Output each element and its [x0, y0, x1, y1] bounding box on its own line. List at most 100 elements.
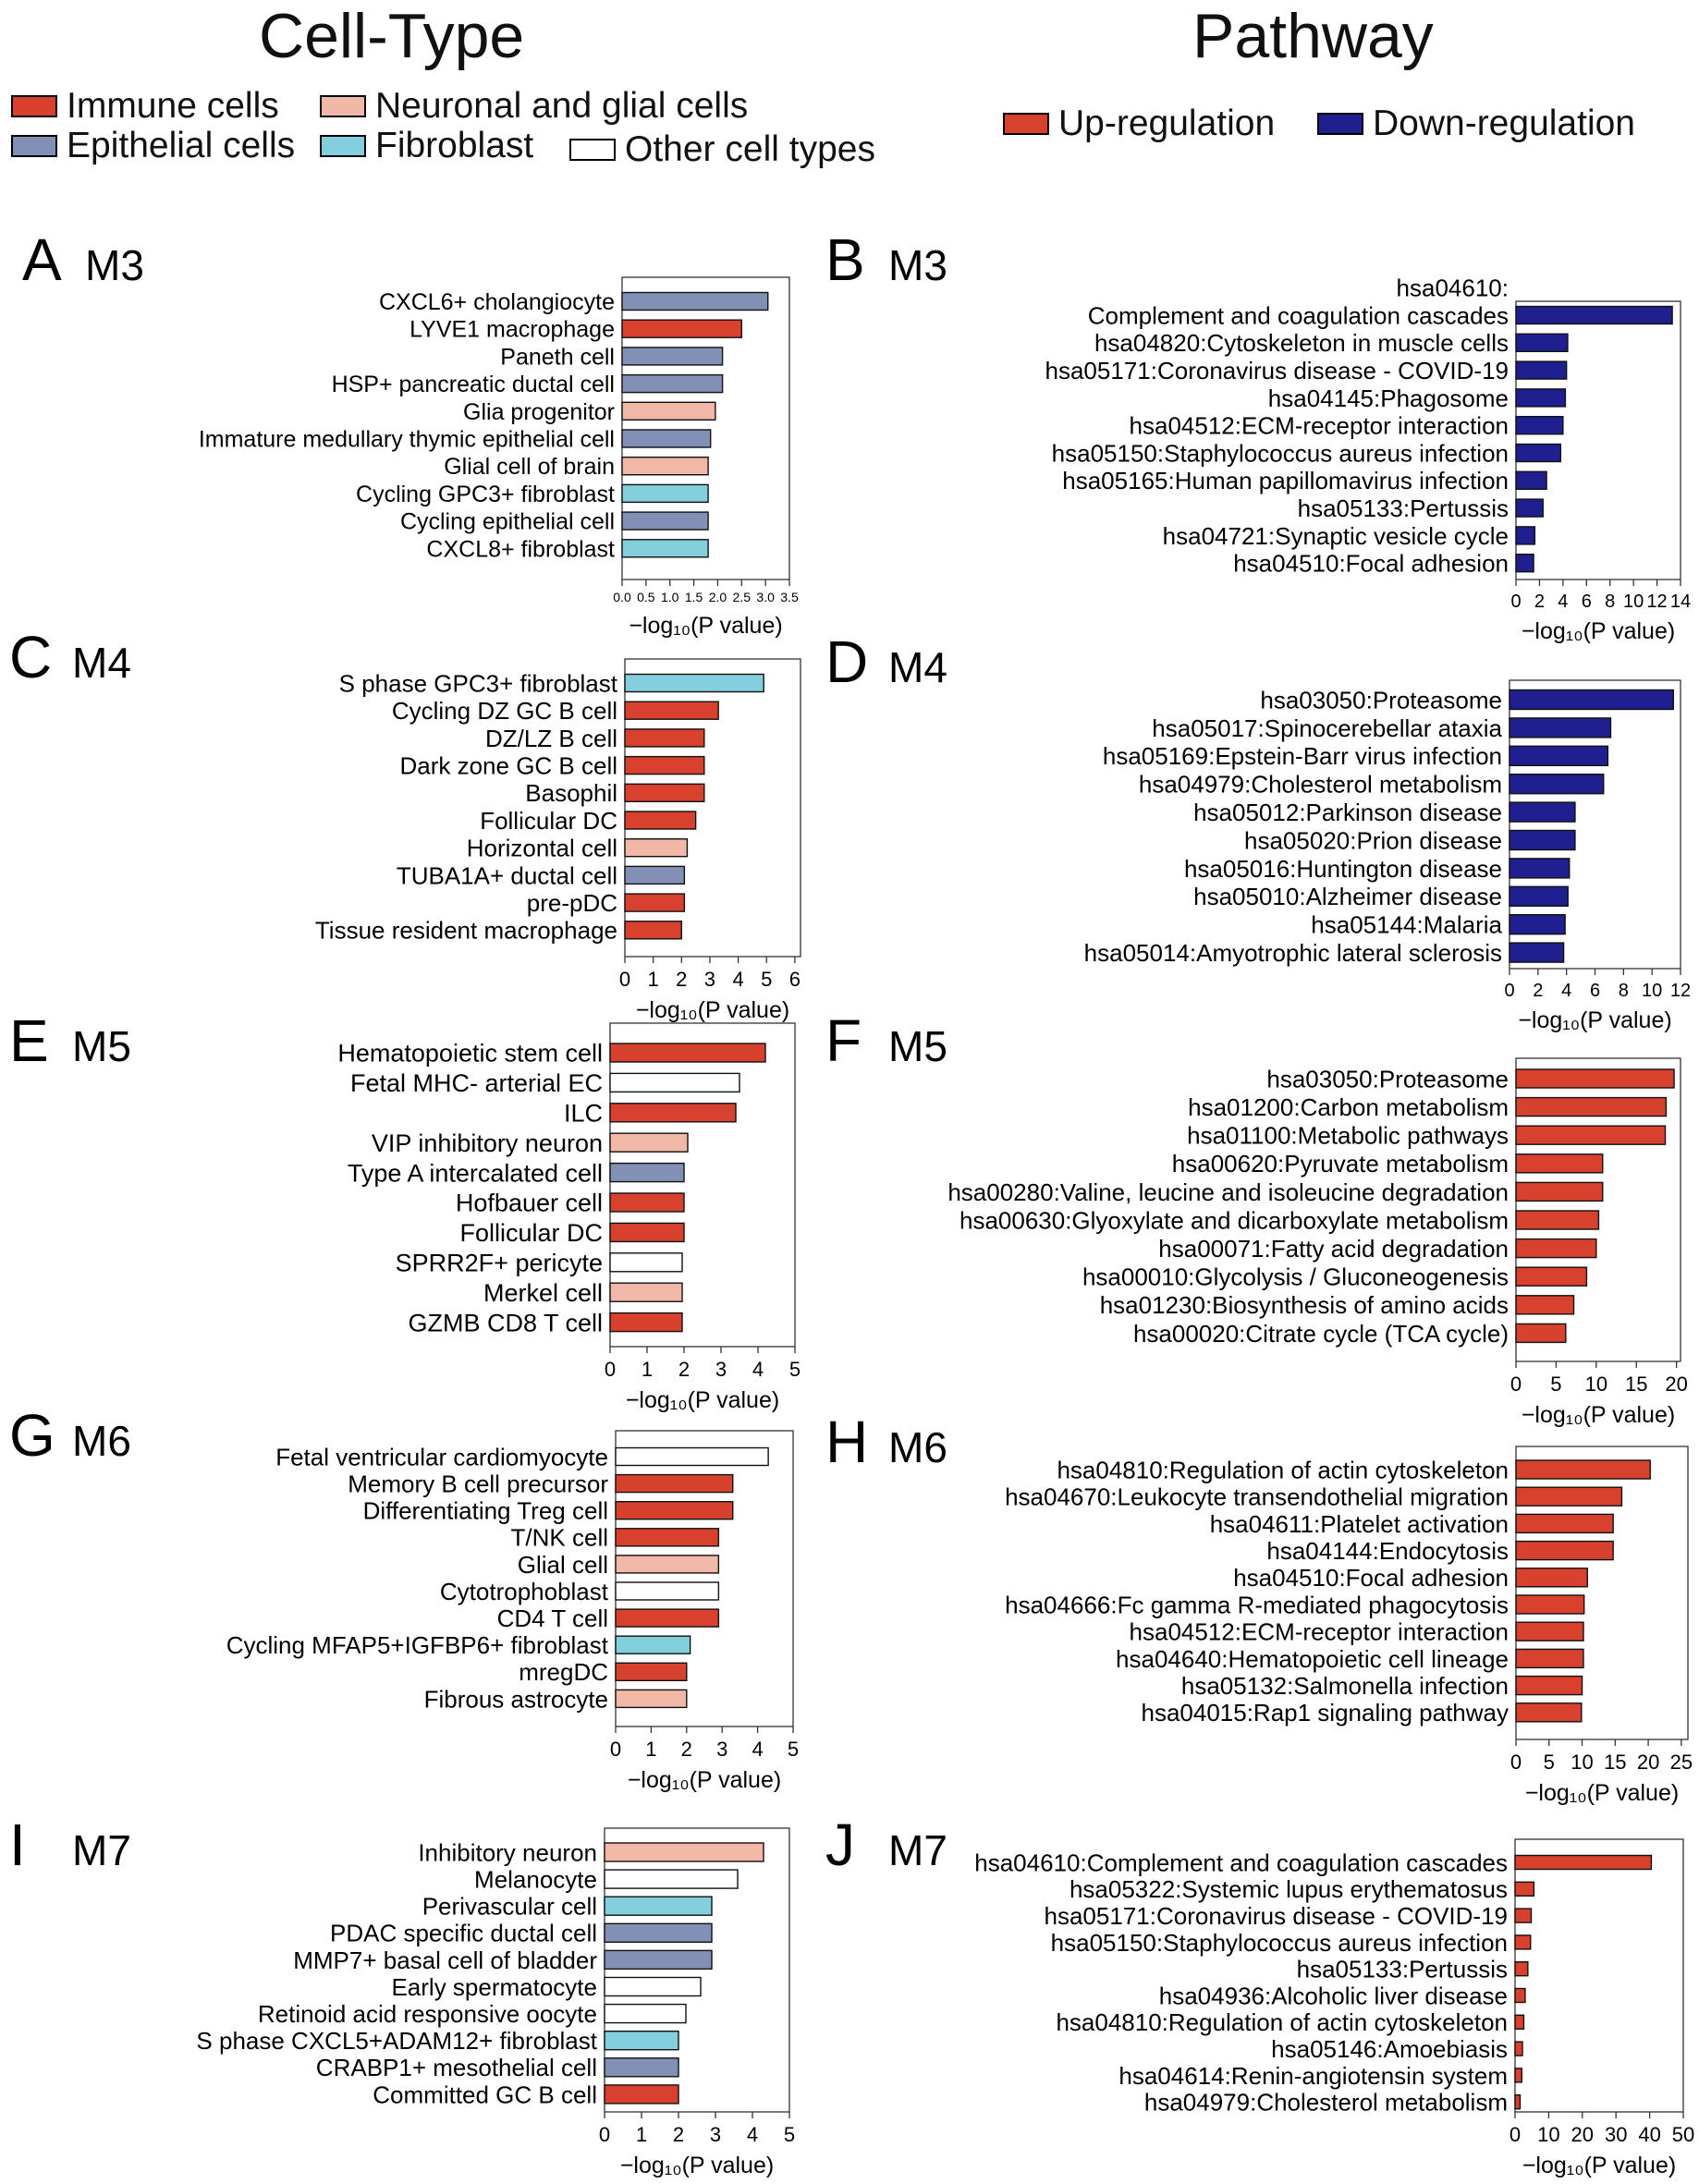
panel-j-bar-8 [1514, 2068, 1522, 2083]
panel-h-tick-label-4: 20 [1637, 1751, 1659, 1774]
panel-j-category-label-9: hsa04979:Cholesterol metabolism [1144, 2089, 1508, 2117]
panel-c-bar-6 [624, 838, 689, 858]
panel-b-category-label-1: hsa04820:Cytoskeleton in muscle cells [1094, 329, 1509, 357]
panel-b-bar-1 [1515, 333, 1569, 352]
panel-c-module: M4 [72, 639, 131, 687]
panel-h-category-label-8: hsa05132:Salmonella infection [1181, 1672, 1509, 1700]
panel-c-bar-7 [624, 865, 686, 885]
panel-a-module: M3 [85, 241, 144, 289]
panel-c-category-label-1: Cycling DZ GC B cell [392, 697, 617, 725]
panel-d-tick-label-4: 8 [1619, 981, 1629, 1001]
panel-j-tick-label-3: 30 [1605, 2123, 1627, 2146]
legend-label-neuronal: Neuronal and glial cells [375, 86, 749, 126]
panel-j-bar-6 [1514, 2014, 1525, 2031]
pathway-header: Pathway [1192, 1, 1434, 71]
panel-g-bar-9 [615, 1689, 688, 1709]
panel-e-category-label-7: SPRR2F+ pericyte [396, 1250, 603, 1277]
panel-b-tick-label-7: 14 [1670, 592, 1691, 612]
panel-a-category-label-6: Glial cell of brain [444, 454, 615, 480]
panel-a-bar-6 [621, 457, 709, 476]
panel-a-tick-label-6: 3.0 [756, 590, 775, 604]
panel-d-bar-6 [1509, 858, 1571, 879]
panel-c-category-label-6: Horizontal cell [467, 835, 617, 862]
panel-c-bar-3 [624, 755, 705, 775]
panel-g-letter: G [9, 1402, 55, 1469]
panel-b-category-label-4: hsa04512:ECM-receptor interaction [1130, 412, 1509, 440]
legend-swatch-fibroblast [320, 135, 366, 157]
panel-b-tick-label-1: 2 [1534, 592, 1545, 612]
panel-b-category-label-6: hsa05165:Human papillomavirus infection [1062, 467, 1509, 494]
panel-i-xlabel: −log₁₀(P value) [620, 2153, 774, 2178]
panel-f-category-label-8: hsa01230:Biosynthesis of amino acids [1100, 1291, 1509, 1319]
panel-f-category-label-6: hsa00071:Fatty acid degradation [1158, 1235, 1509, 1263]
panel-j-bar-4 [1514, 1960, 1529, 1977]
panel-h-category-label-9: hsa04015:Rap1 signaling pathway [1141, 1699, 1509, 1726]
panel-e-category-label-8: Merkel cell [483, 1279, 603, 1307]
panel-h-bar-2 [1515, 1513, 1614, 1534]
panel-b-tick-label-4: 8 [1605, 592, 1615, 612]
panel-c-bar-1 [624, 701, 719, 720]
panel-h-bar-3 [1515, 1540, 1614, 1561]
panel-j-tick-label-5: 50 [1672, 2123, 1694, 2146]
panel-h-bar-9 [1515, 1702, 1583, 1723]
panel-h-letter: H [825, 1409, 868, 1475]
panel-d-bar-2 [1509, 745, 1609, 766]
panel-c-frame [624, 658, 801, 958]
panel-i-bar-4 [604, 1949, 713, 1970]
panel-f-bar-8 [1515, 1295, 1575, 1315]
panel-d-bar-3 [1509, 774, 1605, 795]
panel-f-category-label-2: hsa01100:Metabolic pathways [1187, 1122, 1509, 1150]
panel-i-bar-7 [604, 2030, 679, 2051]
panel-h-category-label-4: hsa04510:Focal adhesion [1233, 1564, 1509, 1592]
panel-j-bar-3 [1514, 1934, 1532, 1950]
panel-d-bar-8 [1509, 914, 1566, 935]
panel-f-tick-label-3: 15 [1625, 1373, 1647, 1396]
legend-epithelial: Epithelial cells [11, 126, 295, 166]
panel-a-bar-5 [621, 429, 712, 448]
panel-i-bar-8 [604, 2057, 679, 2078]
panel-e-category-label-6: Follicular DC [459, 1219, 603, 1247]
panel-f-category-label-3: hsa00620:Pyruvate metabolism [1172, 1150, 1509, 1177]
panel-c-category-label-5: Follicular DC [480, 807, 617, 835]
panel-f-bar-4 [1515, 1181, 1604, 1202]
panel-j-category-label-2: hsa05171:Coronavirus disease - COVID-19 [1045, 1902, 1508, 1930]
panel-i-bar-6 [604, 2003, 687, 2024]
panel-c-tick-label-5: 5 [761, 968, 772, 991]
panel-b-bar-8 [1515, 526, 1536, 545]
panel-b-module: M3 [888, 241, 947, 289]
legend-other: Other cell types [569, 129, 875, 170]
panel-g-bar-1 [615, 1473, 734, 1494]
panel-e-bar-7 [609, 1252, 683, 1273]
legend-swatch-down [1317, 113, 1363, 135]
panel-i-frame [604, 1827, 790, 2113]
panel-b-tick-label-0: 0 [1510, 592, 1521, 612]
panel-i-category-label-1: Melanocyte [474, 1865, 597, 1893]
panel-g-tick-label-3: 3 [716, 1738, 727, 1761]
panel-g-category-label-9: Fibrous astrocyte [424, 1685, 608, 1713]
panel-g-tick-label-1: 1 [645, 1738, 656, 1761]
panel-f-category-label-0: hsa03050:Proteasome [1266, 1065, 1509, 1092]
panel-j-bar-0 [1514, 1854, 1653, 1871]
panel-d-category-label-4: hsa05012:Parkinson disease [1193, 799, 1502, 826]
panel-g-category-label-5: Cytotrophoblast [440, 1578, 609, 1605]
panel-d-tick-label-6: 12 [1670, 981, 1691, 1001]
panel-c-tick-label-4: 4 [732, 968, 743, 991]
panel-g-category-label-6: CD4 T cell [497, 1604, 608, 1632]
panel-g-category-label-3: T/NK cell [511, 1524, 608, 1552]
panel-e-frame [609, 1022, 796, 1348]
panel-i-category-label-0: Inhibitory neuron [418, 1838, 597, 1866]
panel-c-bar-5 [624, 811, 697, 830]
panel-j-module: M7 [888, 1826, 947, 1874]
panel-i-tick-label-0: 0 [599, 2123, 610, 2146]
panel-d-tick-label-3: 6 [1590, 981, 1600, 1001]
panel-h-bar-6 [1515, 1621, 1584, 1641]
panel-d-bar-7 [1509, 885, 1569, 907]
panel-j-bar-7 [1514, 2041, 1523, 2056]
panel-h-category-label-6: hsa04512:ECM-receptor interaction [1130, 1618, 1509, 1646]
panel-a-category-label-3: HSP+ pancreatic ductal cell [332, 372, 615, 397]
panel-g-tick-label-4: 4 [752, 1738, 763, 1761]
panel-c-category-label-7: TUBA1A+ ductal cell [397, 861, 617, 889]
panel-c-category-label-3: Dark zone GC B cell [399, 751, 617, 779]
panel-b-bar-2 [1515, 360, 1568, 380]
panel-i-bar-3 [604, 1922, 713, 1944]
